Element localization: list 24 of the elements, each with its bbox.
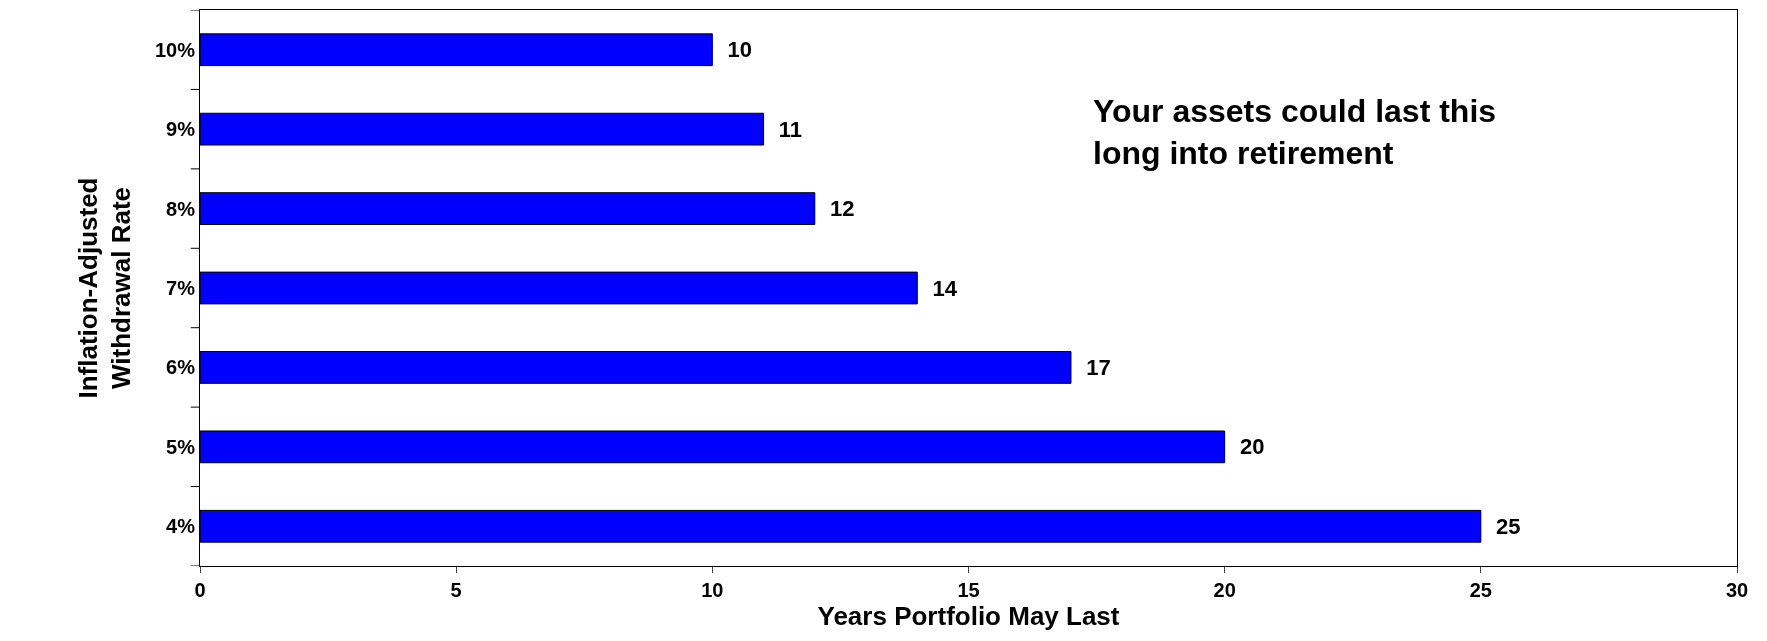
data-label: 20 xyxy=(1227,434,1265,460)
y-tick-label: 4% xyxy=(166,515,196,538)
data-label: 14 xyxy=(920,275,958,301)
x-tick-label: 10 xyxy=(701,579,724,601)
y-tick-label: 9% xyxy=(166,118,196,141)
data-label: 25 xyxy=(1483,513,1521,539)
x-tick-label: 25 xyxy=(1469,579,1492,601)
data-label: 12 xyxy=(817,196,855,222)
data-label: 17 xyxy=(1073,354,1111,380)
x-tick-label: 5 xyxy=(450,579,462,601)
y-axis-title: Inflation-Adjusted Withdrawal Rate xyxy=(72,177,137,399)
x-tick-label: 15 xyxy=(957,579,980,601)
y-tick-label: 6% xyxy=(166,356,196,379)
data-label: 11 xyxy=(766,116,803,142)
x-tick-label: 0 xyxy=(194,579,206,601)
annotation: Your assets could last this long into retirement xyxy=(1093,93,1497,171)
x-tick-label: 20 xyxy=(1213,579,1236,601)
x-tick-label: 30 xyxy=(1725,579,1749,601)
y-tick-label: 10% xyxy=(154,38,196,61)
x-axis-title: Years Portfolio May Last xyxy=(817,601,1120,631)
y-tick-label: 7% xyxy=(166,277,196,299)
data-label: 10 xyxy=(715,37,753,63)
y-tick-label: 5% xyxy=(166,435,196,458)
y-tick-label: 8% xyxy=(166,197,196,220)
